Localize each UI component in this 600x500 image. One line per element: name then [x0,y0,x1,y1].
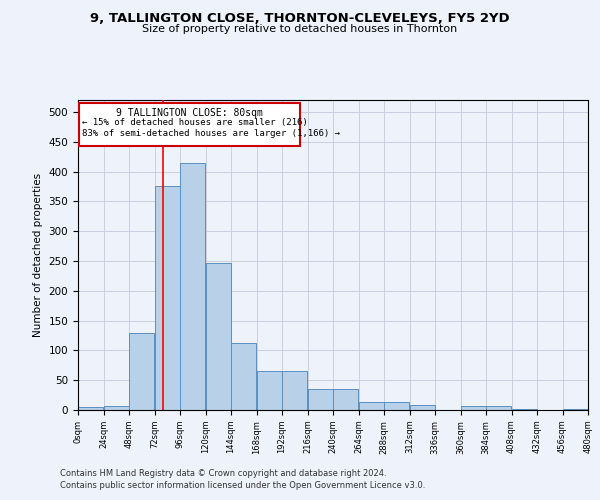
Bar [104,406,128,410]
Bar [308,389,332,410]
Bar [232,343,256,410]
Bar [359,402,383,410]
Bar [155,186,179,410]
Text: 9, TALLINGTON CLOSE, THORNTON-CLEVELEYS, FY5 2YD: 9, TALLINGTON CLOSE, THORNTON-CLEVELEYS,… [90,12,510,26]
Bar [79,407,103,410]
Text: 83% of semi-detached houses are larger (1,166) →: 83% of semi-detached houses are larger (… [82,129,340,138]
Bar [181,162,205,410]
Text: Size of property relative to detached houses in Thornton: Size of property relative to detached ho… [142,24,458,34]
Bar [385,402,409,410]
Text: Contains public sector information licensed under the Open Government Licence v3: Contains public sector information licen… [60,481,425,490]
Bar [257,371,281,410]
Bar [130,332,154,410]
Bar [461,406,485,410]
Text: 9 TALLINGTON CLOSE: 80sqm: 9 TALLINGTON CLOSE: 80sqm [116,108,263,118]
Bar [410,404,434,410]
Bar [487,406,511,410]
Bar [283,371,307,410]
Text: ← 15% of detached houses are smaller (216): ← 15% of detached houses are smaller (21… [82,118,308,128]
FancyBboxPatch shape [79,103,300,146]
Bar [563,409,587,410]
Y-axis label: Number of detached properties: Number of detached properties [33,173,43,337]
Text: Contains HM Land Registry data © Crown copyright and database right 2024.: Contains HM Land Registry data © Crown c… [60,468,386,477]
Bar [334,389,358,410]
Bar [206,263,230,410]
